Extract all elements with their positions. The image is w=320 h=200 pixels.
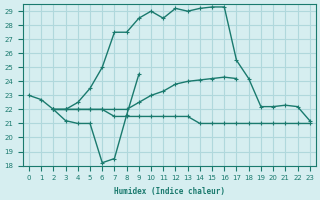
X-axis label: Humidex (Indice chaleur): Humidex (Indice chaleur) — [114, 187, 225, 196]
